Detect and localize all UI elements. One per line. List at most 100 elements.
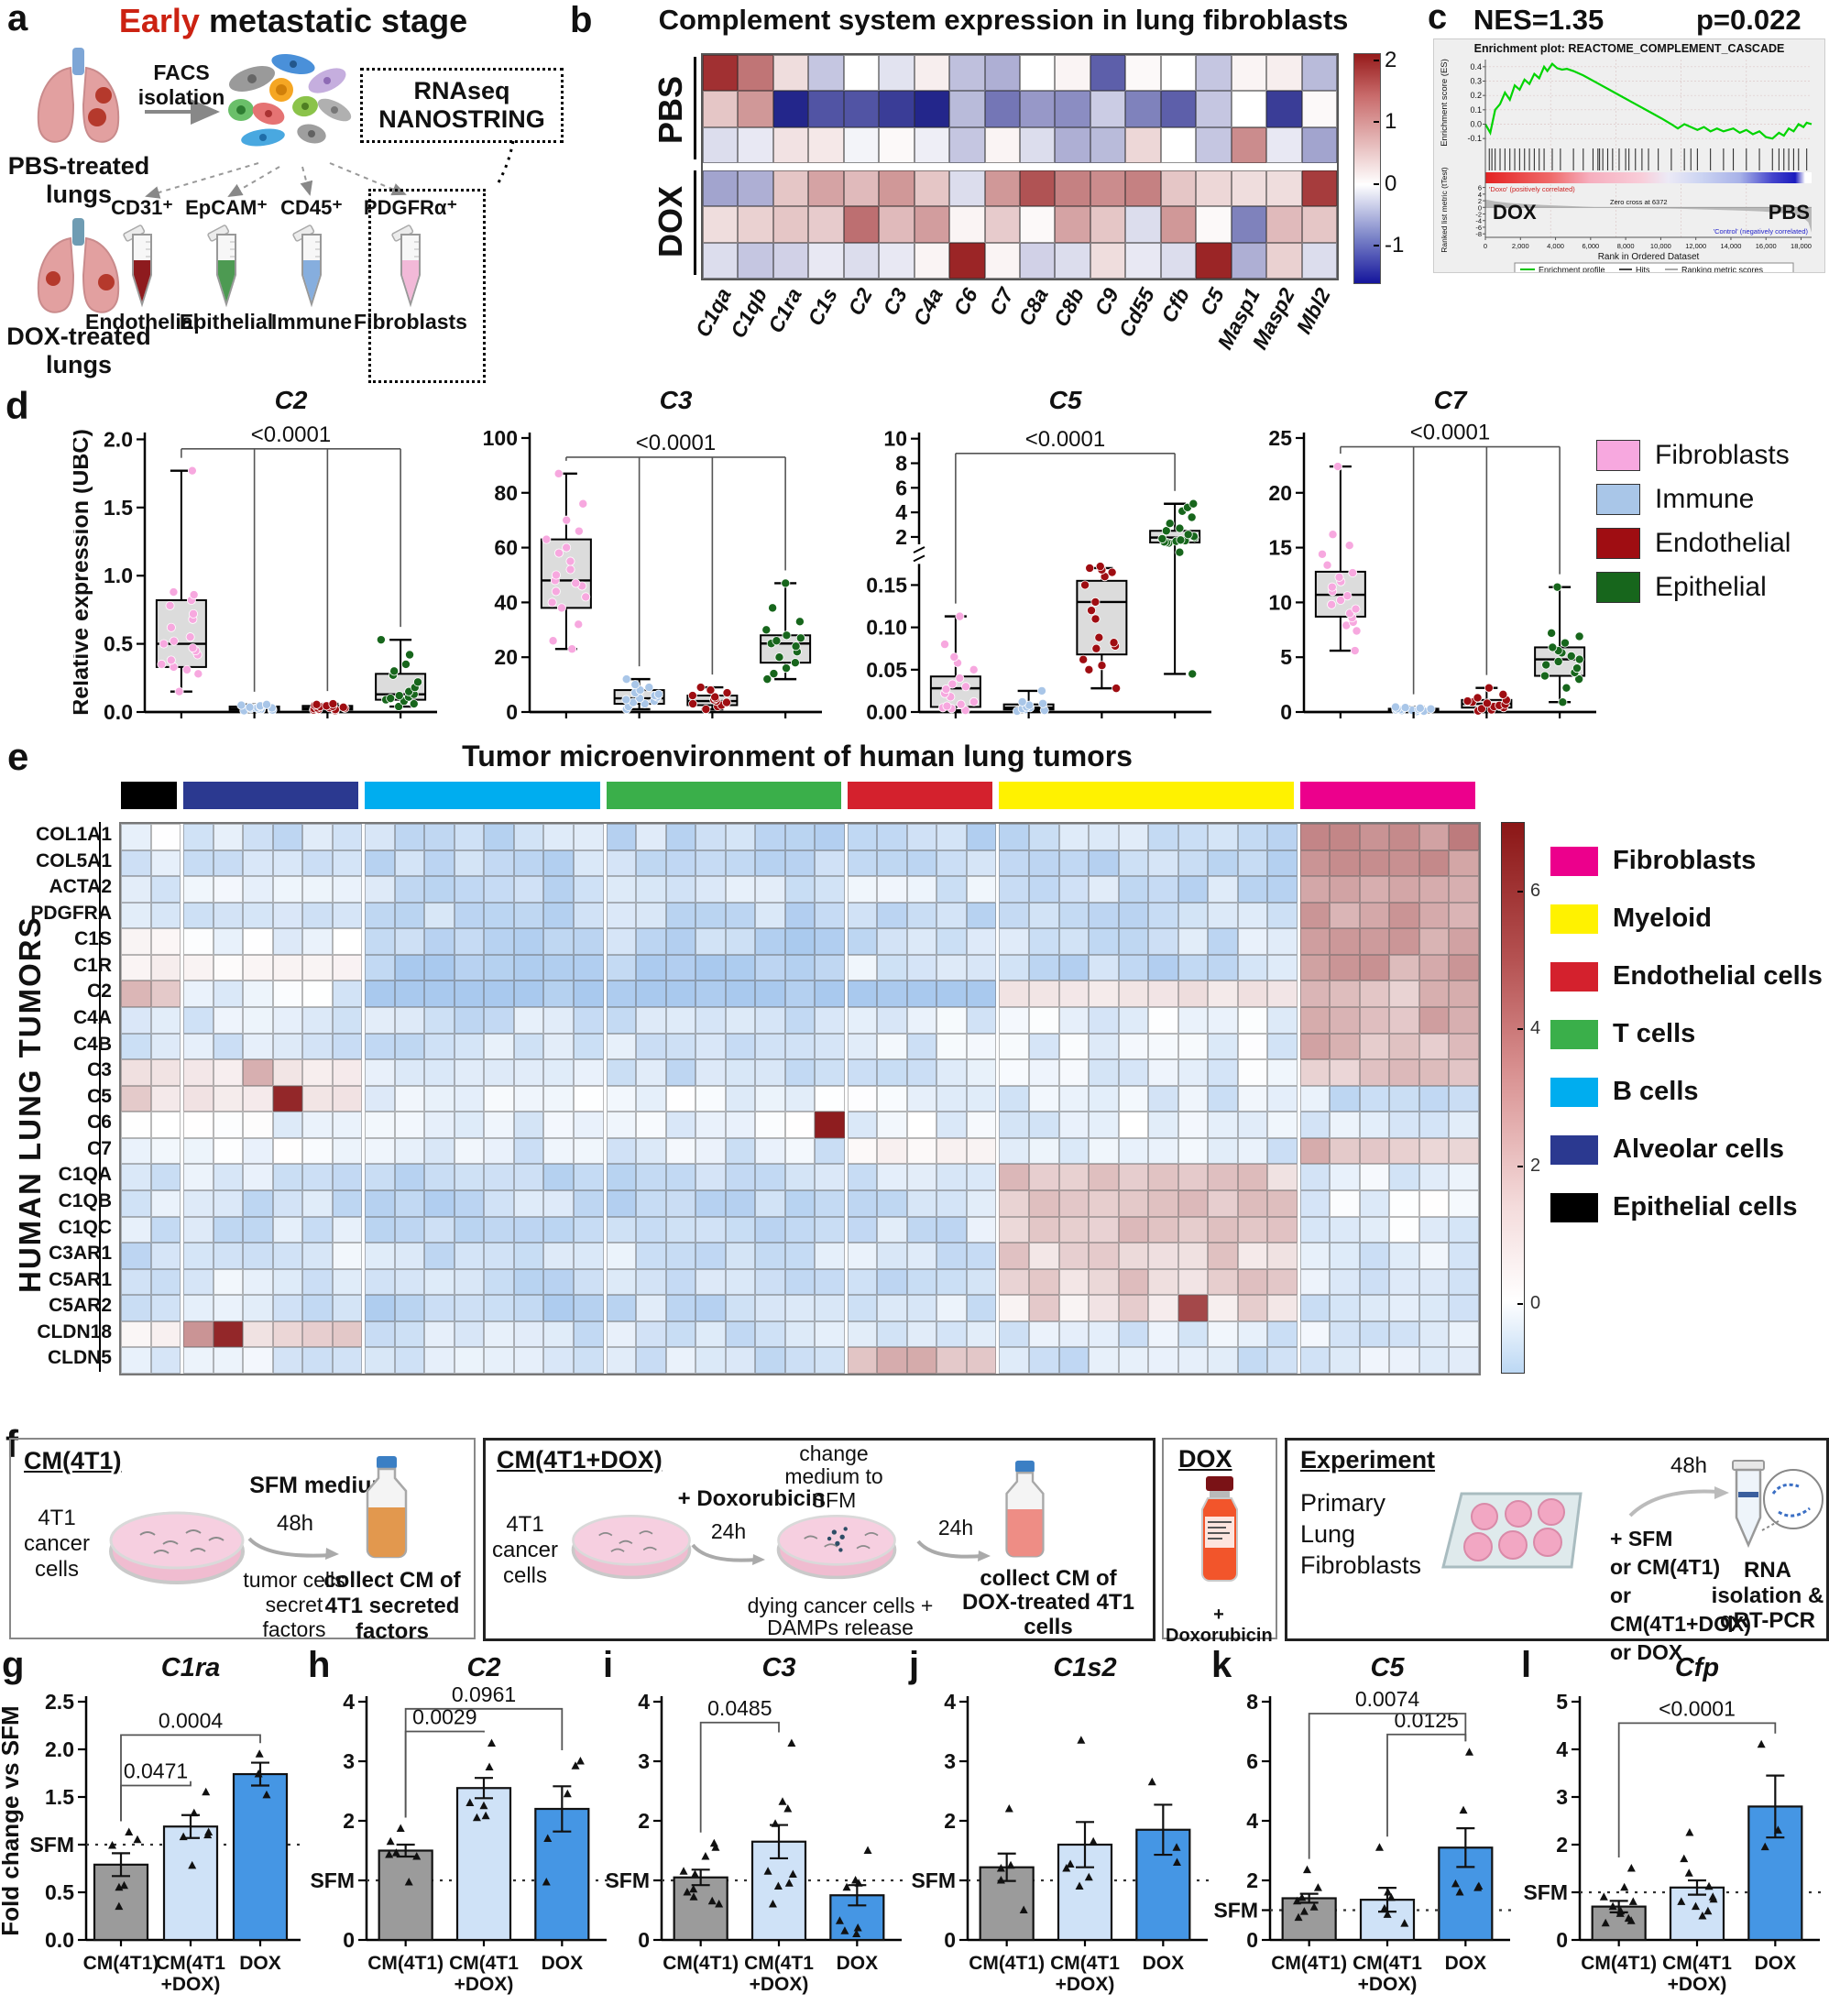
heatmap-cell [1208,902,1238,929]
heatmap-cell [815,1295,845,1321]
heatmap-cell [1267,1059,1298,1086]
heatmap-cell [1359,1085,1390,1112]
rnaseq-box: RNAseq NANOSTRING [360,68,564,143]
heatmap-cell [213,928,244,955]
heatmap-cell [906,954,937,981]
heatmap-cell [574,928,604,955]
heatmap-cell [755,849,785,877]
svg-text:-8: -8 [1475,230,1482,238]
heatmap-cell [1208,1320,1238,1348]
heatmap-cell [543,1164,574,1190]
heatmap-cell [755,981,785,1007]
group-bar-epithelial-cells [121,782,178,809]
heatmap-cell [1231,242,1267,279]
svg-text:10,000: 10,000 [1650,242,1671,250]
heatmap-cell [213,1268,244,1296]
heatmap-cell [365,1164,395,1190]
heatmap-cell [966,928,997,955]
svg-text:10: 10 [883,427,907,451]
celltype-color-bars [119,782,1475,811]
heatmap-cell [665,876,696,903]
svg-text:2,000: 2,000 [1512,242,1529,250]
heatmap-cell [949,55,985,92]
panel-e-axis-line [99,822,101,1372]
heatmap-cell [302,1243,333,1269]
gene-label: C1QA [58,1164,112,1186]
heatmap-cell [1029,1059,1059,1086]
heatmap-cell [755,1085,785,1112]
heatmap-cell [966,876,997,903]
heatmap-cell [636,954,666,981]
svg-text:2: 2 [1556,1833,1568,1857]
heatmap-cell [1160,170,1197,207]
heatmap-cell [847,1347,878,1374]
heatmap-cell [1029,928,1059,955]
svg-text:0.3: 0.3 [1470,77,1482,86]
heatmap-cell [150,1085,181,1112]
heatmap-cell [272,1137,303,1165]
heatmap-cell [1299,849,1331,877]
heatmap-cell [1148,1033,1178,1060]
legend-swatch [1550,961,1598,992]
heatmap-cell [1089,1164,1119,1190]
legend-swatch [1550,1192,1598,1222]
heatmap-cell [1148,902,1178,929]
heatmap-cell [1449,824,1479,850]
heatmap-cell [906,981,937,1007]
heatmap-cell [1177,954,1209,981]
heatmap-cell [999,824,1029,850]
heatmap-cell [1267,1137,1298,1165]
heatmap-cell [365,981,395,1007]
rna-tube-icon [1732,1460,1824,1549]
heatmap-cell [394,1085,425,1112]
svg-text:C3: C3 [761,1653,795,1682]
heatmap-cell [1148,1190,1178,1217]
svg-text:C5: C5 [1049,386,1082,414]
heatmap-cell [1090,91,1126,127]
heatmap-cell [1267,1320,1298,1348]
heatmap-cell [877,1137,907,1165]
damps-note: dying cancer cells + DAMPs release [747,1594,934,1640]
heatmap-cell [424,1033,455,1060]
heatmap-cell [1267,1190,1298,1217]
bar-chart-C2: h C2 0 SFM 2 3 4 CM(4T1) CM(4T1 +DOX) DOX 0.0029 0.0… [308,1645,610,2011]
heatmap-cell [513,1112,544,1138]
heatmap-cell [1267,1347,1298,1374]
heatmap-cell [1299,954,1331,981]
heatmap-cell [1267,824,1298,850]
heatmap-cell [1299,1243,1331,1269]
heatmap-cell [365,1295,395,1321]
heatmap-cell [1058,824,1090,850]
heatmap-cell [150,1164,181,1190]
heatmap-cell [150,849,181,877]
heatmap-cell [121,954,151,981]
heatmap-cell [1237,876,1268,903]
svg-text:0.0471: 0.0471 [124,1759,188,1783]
heatmap-cell [1299,1112,1331,1138]
colorbar-tick: -1 [1385,233,1405,258]
heatmap-cell [725,1033,756,1060]
colorbar-tick-mark [1374,59,1379,61]
heatmap-cell [574,1112,604,1138]
svg-text:0.5: 0.5 [104,632,133,656]
heatmap-cell [1330,1347,1360,1374]
panel-letter-a: a [7,0,28,38]
heatmap-cell [1196,126,1232,163]
gene-label: CLDN18 [37,1320,112,1342]
heatmap-cell [1266,126,1302,163]
heatmap-cell [424,1085,455,1112]
heatmap-cell [332,876,363,903]
heatmap-cell [808,170,844,207]
heatmap-cell [424,1007,455,1034]
gene-label: COL5A1 [36,849,112,871]
legend-label: Myeloid [1613,904,1712,933]
heatmap-cell [1237,1295,1268,1321]
heatmap-cell [1301,242,1337,279]
heatmap-cell [1389,876,1419,903]
heatmap-cell [183,1320,214,1348]
tube-icon [390,224,431,308]
heatmap-cell [906,1164,937,1190]
heatmap-cell [847,954,878,981]
heatmap-cell [1359,928,1390,955]
heatmap-cell [454,1216,485,1244]
